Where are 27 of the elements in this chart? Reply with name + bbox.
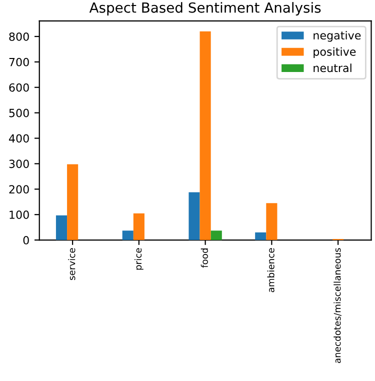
y-tick-label: 700 xyxy=(9,58,29,66)
y-tick-label: 600 xyxy=(9,83,29,92)
x-tick-label: service xyxy=(68,248,76,280)
legend-label: neutral xyxy=(314,64,352,72)
bar xyxy=(188,192,200,240)
y-tick-label: 300 xyxy=(9,160,29,168)
y-tick-label: 800 xyxy=(9,32,29,41)
legend-label: positive xyxy=(314,47,356,58)
x-tick-label: ambience xyxy=(267,248,274,292)
bar xyxy=(255,232,266,240)
bar xyxy=(122,230,134,240)
y-tick-label: 400 xyxy=(8,134,29,143)
legend-label: negative xyxy=(314,30,361,42)
chart-title: Aspect Based Sentiment Analysis xyxy=(89,2,321,16)
bar xyxy=(56,215,68,240)
y-tick-label: 500 xyxy=(9,108,29,118)
bar xyxy=(210,230,222,240)
bar xyxy=(266,203,278,240)
y-tick-label: 200 xyxy=(9,185,29,194)
bar xyxy=(200,31,211,240)
bar xyxy=(67,164,78,240)
x-tick-label: anecdotes/miscellaneous xyxy=(334,248,342,364)
x-tick-label: food xyxy=(200,248,208,268)
y-tick-label: 0 xyxy=(23,236,29,244)
y-tick-label: 100 xyxy=(10,210,29,219)
x-tick-label: price xyxy=(134,248,144,270)
bar xyxy=(133,213,144,240)
